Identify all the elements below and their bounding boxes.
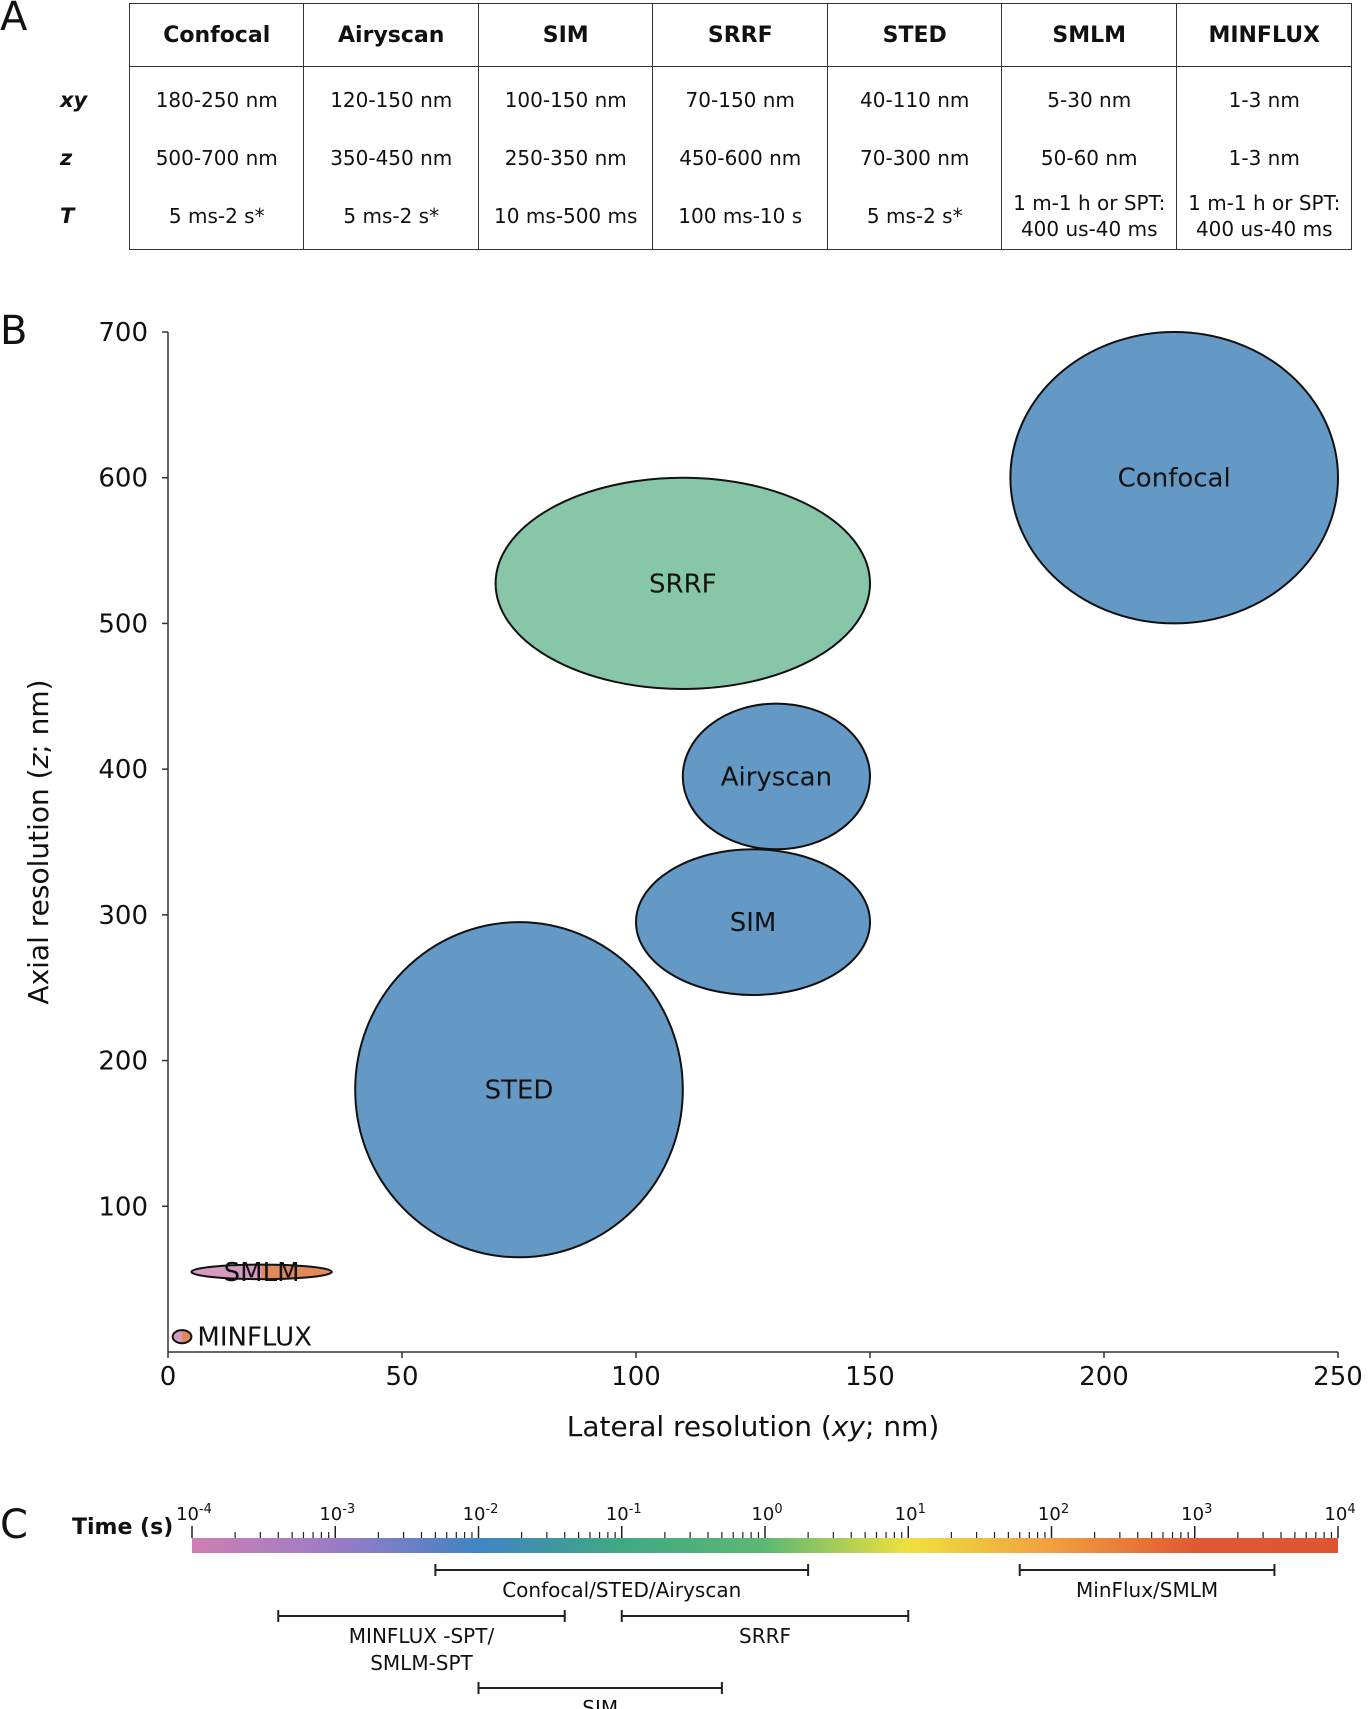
- table-cell: 450-600 nm: [652, 133, 829, 183]
- table-row: T 5 ms-2 s* 5 ms-2 s* 10 ms-500 ms 100 m…: [60, 183, 1353, 250]
- table-corner: [102, 4, 130, 67]
- y-tick-label: 600: [98, 464, 148, 494]
- bubble-airyscan: [681, 702, 872, 851]
- table-col-header: MINFLUX: [1176, 3, 1353, 67]
- table-row: z 500-700 nm 350-450 nm 250-350 nm 450-6…: [60, 133, 1353, 183]
- table-col-header: SRRF: [652, 3, 829, 67]
- range-label: SRRF: [739, 1624, 791, 1648]
- bubble-srrf: [494, 476, 871, 691]
- range-label: Confocal/STED/Airyscan: [502, 1578, 741, 1602]
- table-cell: 1-3 nm: [1176, 133, 1353, 183]
- x-tick-label: 200: [1079, 1362, 1129, 1392]
- bubble-label-confocal: Confocal: [1118, 464, 1231, 494]
- table-cell: 40-110 nm: [827, 66, 1003, 133]
- bubble-label-sted: STED: [485, 1076, 554, 1106]
- time-tick-label: 10-4: [176, 1502, 212, 1525]
- table-cell: 1 m-1 h or SPT: 400 us-40 ms: [1176, 183, 1353, 250]
- table-cell: 10 ms-500 ms: [478, 183, 654, 250]
- table-cell: 5-30 nm: [1001, 66, 1178, 133]
- y-tick-label: 200: [98, 1047, 148, 1077]
- y-axis-title: Axial resolution (z; nm): [22, 679, 55, 1004]
- bubble-minflux: [171, 1329, 193, 1345]
- table-cell: 100-150 nm: [478, 66, 654, 133]
- table-cell: 1-3 nm: [1176, 66, 1353, 133]
- table-row-label: T: [60, 204, 75, 229]
- table-cell: 500-700 nm: [129, 133, 305, 183]
- table-col-header: STED: [827, 3, 1003, 67]
- y-tick-label: 300: [98, 901, 148, 931]
- range-label: MINFLUX -SPT/SMLM-SPT: [349, 1624, 495, 1675]
- table-cell: 100 ms-10 s: [652, 183, 829, 250]
- x-tick-label: 100: [611, 1362, 661, 1392]
- y-tick-label: 700: [98, 318, 148, 348]
- x-tick-label: 250: [1313, 1362, 1363, 1392]
- table-cell: 70-300 nm: [827, 133, 1003, 183]
- time-tick-label: 100: [751, 1502, 782, 1525]
- table-cell: 1 m-1 h or SPT: 400 us-40 ms: [1001, 183, 1178, 250]
- bubble-sim: [635, 848, 871, 997]
- bubble-sted: [354, 921, 684, 1259]
- y-tick-label: 500: [98, 609, 148, 639]
- table-cell: 5 ms-2 s*: [129, 183, 305, 250]
- bubble-label-minflux: MINFLUX: [197, 1323, 312, 1353]
- table-cell: 180-250 nm: [129, 66, 305, 133]
- table-cell: 250-350 nm: [478, 133, 654, 183]
- time-chart: Time (s)10-4 10-3 10-2 10-1 100 101 102 103 104 …: [72, 1502, 1356, 1709]
- table-cell: 5 ms-2 s*: [827, 183, 1003, 250]
- time-tick-label: 102: [1038, 1502, 1069, 1525]
- time-tick-label: 10-2: [463, 1502, 499, 1525]
- bubble-label-smlm: SMLM: [224, 1258, 300, 1288]
- bubble-chart: 100 200 300 400 500 600 700 0 50 100 150 200 250 Late…: [22, 318, 1363, 1443]
- table-cell: 5 ms-2 s*: [303, 183, 480, 250]
- x-tick-label: 50: [385, 1362, 418, 1392]
- table-row-label: xy: [60, 87, 88, 112]
- x-axis-title: Lateral resolution (xy; nm): [567, 1410, 940, 1443]
- table-cell: 70-150 nm: [652, 66, 829, 133]
- range-label: MinFlux/SMLM: [1076, 1578, 1218, 1602]
- x-tick-label: 150: [845, 1362, 895, 1392]
- panel-label-a: A: [0, 0, 28, 40]
- table-header-row: Confocal Airyscan SIM SRRF STED SMLM MIN…: [102, 3, 1353, 67]
- table-row: xy 180-250 nm 120-150 nm 100-150 nm 70-1…: [60, 66, 1353, 133]
- table-col-header: SIM: [478, 3, 654, 67]
- table-col-header: SMLM: [1001, 3, 1178, 67]
- table-cell: 50-60 nm: [1001, 133, 1178, 183]
- panel-label-b: B: [0, 308, 28, 354]
- bubble-label-airyscan: Airyscan: [721, 762, 832, 792]
- table-cell: 350-450 nm: [303, 133, 480, 183]
- panel-label-c: C: [0, 1502, 28, 1548]
- y-tick-label: 400: [98, 755, 148, 785]
- time-gradient-bar: [192, 1538, 1338, 1553]
- resolution-table: Confocal Airyscan SIM SRRF STED SMLM MIN…: [60, 3, 1353, 250]
- time-tick-label: 103: [1181, 1502, 1212, 1525]
- table-col-header: Confocal: [129, 3, 305, 67]
- time-tick-label: 10-3: [319, 1502, 355, 1525]
- time-tick-label: 10-1: [606, 1502, 642, 1525]
- table-cell: 120-150 nm: [303, 66, 480, 133]
- x-tick-label: 0: [160, 1362, 177, 1392]
- y-tick-label: 100: [98, 1192, 148, 1222]
- table-row-label: z: [60, 146, 73, 170]
- bubble-label-srrf: SRRF: [649, 569, 717, 599]
- time-axis-label: Time (s): [72, 1515, 173, 1540]
- range-label: SIM: [582, 1696, 618, 1709]
- bubble-label-sim: SIM: [730, 908, 777, 938]
- bubble-confocal: [1009, 331, 1339, 625]
- time-tick-label: 101: [895, 1502, 926, 1525]
- time-tick-label: 104: [1324, 1502, 1355, 1525]
- bubble-smlm: [190, 1263, 333, 1281]
- table-col-header: Airyscan: [303, 3, 480, 67]
